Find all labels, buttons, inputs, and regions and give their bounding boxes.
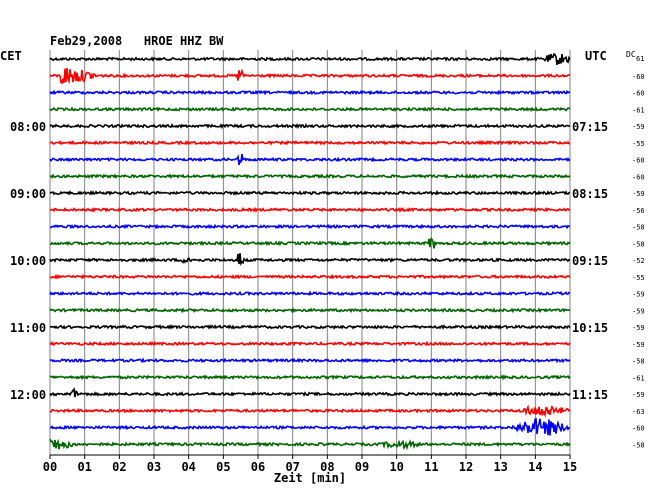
seismic-trace-11 [49, 237, 571, 249]
cet-label-1100: 11:00 [10, 321, 46, 335]
utc-time-labels: 07:15 08:15 09:15 10:15 11:15 [572, 120, 608, 402]
cet-label-0800: 08:00 [10, 120, 46, 134]
utc-label-1115: 11:15 [572, 388, 608, 402]
seismic-trace-5 [49, 139, 571, 146]
x-tick-label-11: 11 [424, 460, 438, 474]
dc-value-10: -58 [632, 224, 645, 232]
seismic-trace-6 [49, 153, 571, 166]
cet-label-1200: 12:00 [10, 388, 46, 402]
x-tick-label-14: 14 [528, 460, 542, 474]
x-tick-label-08: 08 [320, 460, 334, 474]
dc-value-4: -59 [632, 123, 645, 131]
utc-label-0815: 08:15 [572, 187, 608, 201]
grid-lines [49, 50, 571, 456]
x-tick-label-06: 06 [251, 460, 265, 474]
seismic-trace-2 [49, 89, 571, 96]
x-axis-label: Zeit [min] [274, 471, 346, 485]
x-tick-label-04: 04 [181, 460, 195, 474]
dc-value-19: -61 [632, 374, 645, 382]
cet-label-0900: 09:00 [10, 187, 46, 201]
seismic-trace-7 [49, 173, 571, 180]
x-tick-label-01: 01 [77, 460, 91, 474]
dc-value-12: -52 [632, 257, 645, 265]
dc-value-14: -59 [632, 291, 645, 299]
x-tick-label-03: 03 [147, 460, 161, 474]
dc-value-7: -60 [632, 173, 645, 181]
seismic-trace-23 [49, 438, 571, 451]
trace-group [49, 52, 571, 451]
dc-value-8: -59 [632, 190, 645, 198]
dc-value-3: -61 [632, 106, 645, 114]
dc-value-11: -58 [632, 240, 645, 248]
dc-value-21: -63 [632, 408, 645, 416]
seismic-trace-13 [49, 273, 571, 280]
dc-value-23: -58 [632, 441, 645, 449]
dc-header-sub: 61 [636, 55, 644, 63]
dc-value-22: -60 [632, 425, 645, 433]
seismic-trace-20 [49, 387, 571, 398]
x-ticks: 00 01 02 03 04 05 06 07 08 09 10 11 12 13 14 15 [43, 455, 577, 474]
seismic-trace-9 [49, 206, 571, 213]
seismic-trace-19 [49, 374, 571, 381]
x-tick-label-00: 00 [43, 460, 57, 474]
cet-header: CET [0, 49, 22, 63]
x-tick-label-10: 10 [389, 460, 403, 474]
seismic-trace-4 [49, 123, 571, 130]
dc-value-1: -60 [632, 73, 645, 81]
seismic-trace-8 [49, 189, 571, 196]
x-tick-label-07: 07 [285, 460, 299, 474]
x-tick-label-15: 15 [563, 460, 577, 474]
dc-value-2: -60 [632, 90, 645, 98]
seismic-trace-22 [49, 417, 571, 436]
x-tick-label-12: 12 [459, 460, 473, 474]
x-tick-label-13: 13 [493, 460, 507, 474]
utc-label-0715: 07:15 [572, 120, 608, 134]
dc-header: DC [626, 50, 636, 59]
seismic-trace-16 [49, 324, 571, 330]
seismic-trace-17 [49, 340, 571, 347]
cet-time-labels: 08:00 09:00 10:00 11:00 12:00 [10, 120, 46, 402]
seismic-trace-21 [49, 404, 571, 418]
chart-title: Feb29,2008 HROE HHZ BW [50, 34, 224, 48]
dc-value-5: -55 [632, 140, 645, 148]
seismic-trace-15 [49, 307, 571, 314]
seismic-trace-3 [49, 106, 571, 113]
seismic-trace-12 [49, 253, 571, 266]
dc-value-17: -59 [632, 341, 645, 349]
utc-label-1015: 10:15 [572, 321, 608, 335]
x-tick-label-05: 05 [216, 460, 230, 474]
dc-value-9: -56 [632, 207, 645, 215]
seismic-trace-1 [49, 68, 571, 85]
dc-value-16: -59 [632, 324, 645, 332]
x-tick-label-02: 02 [112, 460, 126, 474]
dc-value-15: -59 [632, 307, 645, 315]
dc-value-6: -60 [632, 157, 645, 165]
dc-value-20: -59 [632, 391, 645, 399]
seismic-trace-0 [49, 52, 571, 66]
seismic-trace-14 [49, 290, 571, 297]
utc-label-0915: 09:15 [572, 254, 608, 268]
seismic-trace-18 [49, 357, 571, 364]
dc-value-13: -55 [632, 274, 645, 282]
dc-offset-labels: -60 -60 -61 -59 -55 -60 -60 -59 -56 -58 -58 -52 -55 -… [632, 73, 645, 450]
utc-header: UTC [585, 49, 607, 63]
x-tick-label-09: 09 [355, 460, 369, 474]
cet-label-1000: 10:00 [10, 254, 46, 268]
seismic-trace-10 [50, 223, 571, 230]
dc-value-18: -58 [632, 358, 645, 366]
